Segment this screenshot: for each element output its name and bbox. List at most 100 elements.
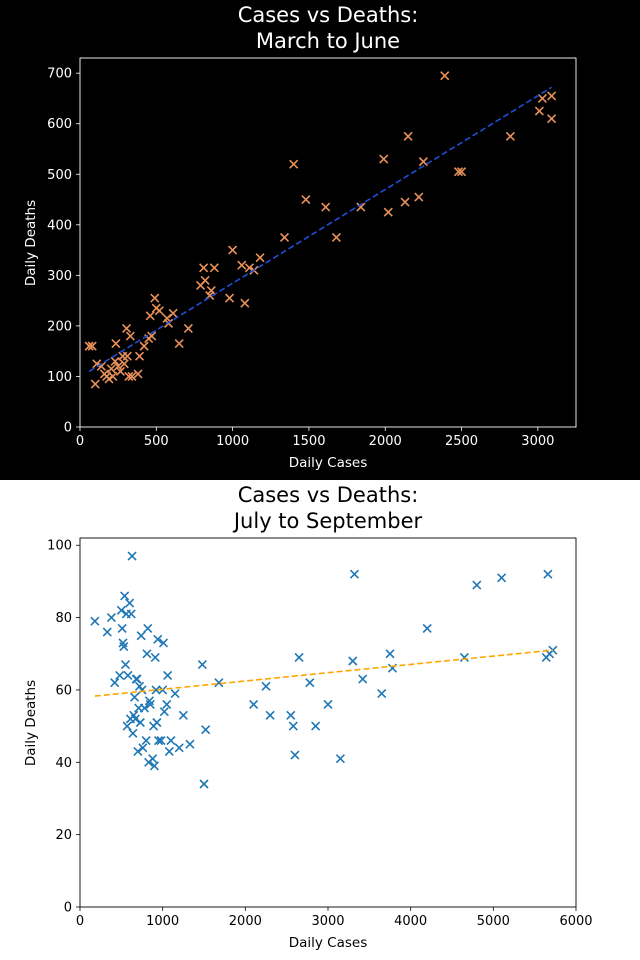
y-tick-label: 200 <box>47 319 72 334</box>
y-tick-label: 300 <box>47 269 72 284</box>
data-point <box>323 699 333 709</box>
data-point <box>145 311 155 321</box>
data-point <box>106 364 116 374</box>
data-point <box>133 369 143 379</box>
data-point <box>127 551 137 561</box>
data-point <box>122 351 132 361</box>
y-tick-label: 0 <box>64 901 72 916</box>
data-point <box>305 678 315 688</box>
data-point <box>90 379 100 389</box>
data-point <box>289 159 299 169</box>
x-tick-label: 4000 <box>394 914 427 929</box>
data-point <box>224 293 235 303</box>
data-point <box>132 674 142 684</box>
data-point <box>547 114 557 124</box>
data-point <box>206 285 216 296</box>
data-point <box>403 131 413 141</box>
data-point <box>145 699 155 709</box>
x-axis-label: Daily Cases <box>289 455 368 471</box>
data-point <box>84 341 94 351</box>
data-point <box>385 649 395 659</box>
data-point <box>149 761 159 771</box>
x-tick-label: 3000 <box>311 914 344 929</box>
data-point <box>153 736 164 746</box>
data-point <box>120 591 130 601</box>
data-point <box>96 361 106 371</box>
x-tick-label: 0 <box>76 914 84 929</box>
chart-july-september: Cases vs Deaths: July to September Daily… <box>0 480 640 960</box>
data-point <box>164 746 174 757</box>
data-point <box>150 293 160 303</box>
data-point <box>534 106 544 116</box>
data-point <box>255 253 265 263</box>
data-point <box>209 263 219 273</box>
data-point <box>537 93 547 104</box>
x-tick-label: 500 <box>144 434 169 449</box>
data-point <box>116 605 126 615</box>
data-point <box>185 739 195 749</box>
chart-title-line1: Cases vs Deaths: <box>238 483 419 507</box>
data-point <box>335 754 345 764</box>
data-point <box>150 652 160 662</box>
data-point <box>543 569 553 579</box>
x-tick-label: 1000 <box>216 434 249 449</box>
x-tick-label: 2000 <box>369 434 402 449</box>
data-point <box>139 341 149 351</box>
data-point <box>123 670 133 681</box>
data-point <box>294 652 304 662</box>
data-point <box>158 638 169 648</box>
data-point <box>128 728 138 738</box>
data-point <box>358 674 368 684</box>
data-point <box>286 710 296 720</box>
data-point <box>249 699 259 709</box>
x-tick-label: 1500 <box>292 434 325 449</box>
data-point <box>214 678 224 688</box>
data-point <box>288 721 298 731</box>
plot-frame <box>79 57 577 428</box>
data-point <box>321 202 331 212</box>
data-point <box>125 331 135 341</box>
data-point <box>138 743 148 753</box>
data-point <box>279 232 290 243</box>
data-point <box>348 656 358 666</box>
data-point <box>137 685 147 695</box>
y-tick-label: 80 <box>55 611 72 626</box>
data-point <box>456 167 467 177</box>
x-tick-label: 3000 <box>521 434 554 449</box>
y-tick-label: 100 <box>47 539 72 554</box>
data-point <box>148 754 158 764</box>
data-point <box>199 779 209 789</box>
data-point <box>130 714 140 724</box>
data-point <box>115 670 125 681</box>
y-tick-label: 0 <box>64 421 72 436</box>
data-point <box>127 371 137 382</box>
y-axis-label: Daily Deaths <box>23 680 39 766</box>
x-tick-label: 1000 <box>146 914 179 929</box>
trend-line <box>94 649 553 697</box>
data-point <box>147 331 157 341</box>
x-axis-label: Daily Cases <box>289 935 368 951</box>
data-point <box>126 609 136 619</box>
data-point <box>311 721 321 731</box>
data-point <box>129 692 140 702</box>
data-point <box>163 670 173 681</box>
data-point <box>134 351 145 361</box>
data-point <box>201 725 211 735</box>
data-point <box>119 359 129 369</box>
y-tick-label: 700 <box>47 67 72 82</box>
data-point <box>261 681 271 691</box>
data-point <box>459 652 469 662</box>
data-point <box>143 623 153 634</box>
data-point <box>440 71 450 81</box>
data-point <box>199 263 209 273</box>
data-point <box>400 197 410 207</box>
chart-panel-march-june: Cases vs Deaths: March to June Daily Cas… <box>0 0 640 480</box>
y-tick-label: 60 <box>55 683 72 698</box>
y-tick-label: 40 <box>55 756 72 771</box>
data-point <box>301 194 311 205</box>
data-point <box>505 131 515 141</box>
data-point <box>166 736 176 746</box>
data-point <box>102 627 112 637</box>
x-tick-label: 2000 <box>229 914 262 929</box>
data-point <box>111 339 121 349</box>
